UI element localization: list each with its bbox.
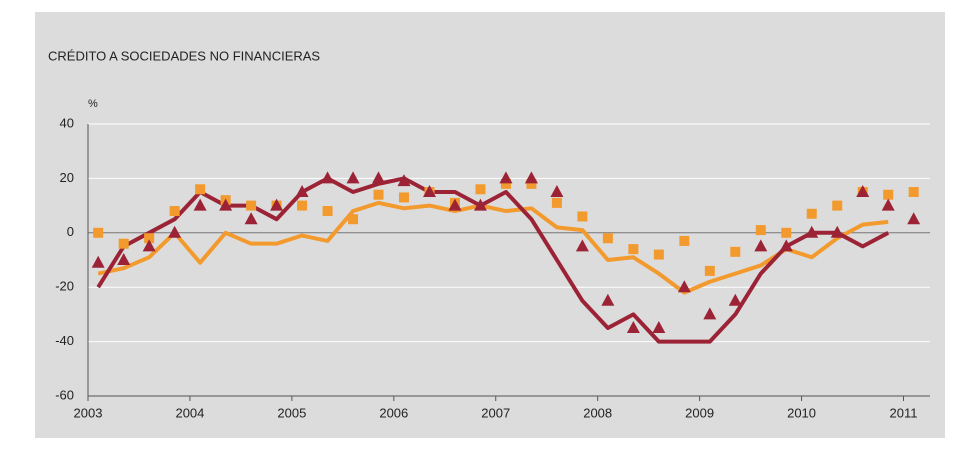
y-axis-label: %	[88, 98, 98, 110]
y-tick-label: -20	[55, 279, 74, 294]
triangle-marker	[499, 171, 513, 184]
triangle-marker	[346, 171, 360, 184]
line	[96, 176, 890, 344]
triangle-marker	[754, 239, 768, 252]
triangle-marker	[142, 239, 156, 252]
triangle-marker	[372, 171, 386, 184]
square-marker	[500, 178, 511, 189]
triangle-marker	[856, 185, 870, 197]
square-marker	[653, 249, 664, 260]
triangle-marker	[321, 171, 335, 184]
triangle-marker	[677, 280, 691, 293]
square-marker	[195, 184, 206, 195]
panel	[35, 12, 945, 438]
x-tick-label: 2010	[787, 405, 816, 420]
triangle-marker	[601, 293, 615, 306]
x-tick-label: 2008	[583, 405, 612, 420]
triangle-marker	[193, 198, 207, 211]
triangle-marker	[117, 253, 131, 265]
x-tick-label: 2009	[685, 405, 714, 420]
y-tick-label: -40	[55, 333, 74, 348]
triangle-marker	[448, 198, 462, 211]
x-tick-label: 2005	[277, 405, 306, 420]
square-marker	[169, 206, 180, 217]
triangle-marker	[473, 198, 487, 211]
square-marker	[322, 206, 333, 217]
triangle-marker	[830, 225, 844, 238]
x-tick-label: 2004	[175, 405, 204, 420]
square-marker	[679, 235, 690, 246]
y-tick-label: 20	[60, 170, 74, 185]
triangle-marker	[168, 225, 182, 238]
square-marker	[832, 200, 843, 211]
square-marker	[399, 192, 410, 203]
triangle-marker	[219, 198, 233, 211]
square-marker	[551, 197, 562, 208]
square-marker	[628, 244, 639, 255]
triangle-marker	[270, 198, 284, 211]
triangle-marker	[728, 293, 742, 306]
square-marker	[755, 225, 766, 236]
triangle-marker	[295, 185, 309, 197]
square-marker	[704, 265, 715, 276]
square-marker	[246, 200, 257, 211]
square-marker	[373, 189, 384, 200]
square-marker	[118, 238, 129, 249]
y-tick-label: 0	[67, 224, 74, 239]
triangle-marker	[575, 239, 589, 252]
triangle-marker	[91, 255, 105, 268]
square-marker	[908, 187, 919, 197]
square-marker	[93, 227, 104, 238]
triangle-marker	[779, 239, 793, 252]
square-marker	[577, 211, 588, 222]
triangle-marker	[524, 171, 538, 184]
triangle-marker	[397, 174, 411, 187]
triangle-marker	[907, 212, 921, 225]
x-tick-label: 2003	[74, 405, 103, 420]
square-marker	[348, 214, 359, 225]
line	[97, 200, 889, 295]
square-marker	[806, 208, 817, 219]
x-tick-label: 2011	[890, 405, 918, 420]
triangle-marker	[881, 198, 895, 211]
y-tick-label: -60	[55, 387, 74, 402]
x-tick-label: 2006	[379, 405, 408, 420]
y-tick-label: 40	[60, 115, 74, 130]
triangle-marker	[652, 321, 666, 333]
square-marker	[297, 200, 308, 211]
square-marker	[475, 184, 486, 195]
triangle-marker	[805, 225, 819, 238]
triangle-marker	[244, 212, 258, 225]
triangle-marker	[422, 185, 436, 197]
square-marker	[144, 233, 155, 244]
square-marker	[883, 189, 894, 200]
square-marker	[730, 246, 741, 257]
x-tick-label: 2007	[481, 405, 510, 420]
triangle-marker	[550, 185, 564, 197]
triangle-marker	[703, 307, 717, 320]
square-marker	[526, 178, 537, 189]
square-marker	[781, 227, 792, 238]
square-marker	[602, 233, 613, 244]
chart-title: CRÉDITO A SOCIEDADES NO FINANCIERAS	[48, 48, 320, 63]
triangle-marker	[626, 321, 640, 333]
